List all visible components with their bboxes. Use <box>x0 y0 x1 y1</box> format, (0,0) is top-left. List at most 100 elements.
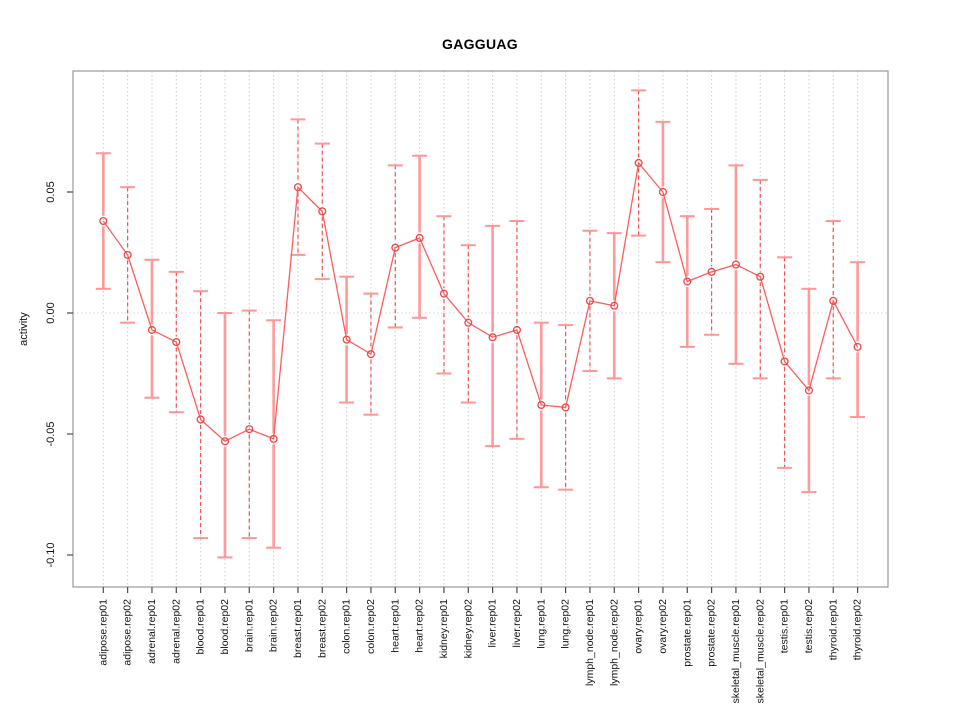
x-tick-label: skeletal_muscle.rep01 <box>730 599 742 704</box>
data-point-marker <box>537 400 546 410</box>
y-tick-label: 0.00 <box>45 302 57 323</box>
error-bar <box>777 256 793 469</box>
x-tick-label: liver.rep01 <box>487 599 499 648</box>
data-point-marker <box>464 318 473 327</box>
data-point-marker <box>172 337 181 347</box>
error-bar <box>193 290 209 540</box>
error-bar <box>533 321 549 489</box>
gridlines <box>73 71 888 587</box>
data-point-marker <box>245 425 254 434</box>
data-point-marker <box>512 325 521 334</box>
error-bar <box>412 154 428 319</box>
error-bar <box>363 292 379 416</box>
x-tick-label: thyroid.rep01 <box>827 599 839 660</box>
x-tick-label: thyroid.rep02 <box>852 599 864 660</box>
error-bars <box>95 89 866 559</box>
error-bar <box>704 207 720 336</box>
x-tick-label: kidney.rep01 <box>438 599 450 659</box>
x-tick-label: heart.rep02 <box>414 599 426 653</box>
chart-title: GAGGUAG <box>442 36 518 52</box>
error-bar <box>266 319 282 549</box>
x-tick-label: ovary.rep02 <box>657 599 669 654</box>
x-tick-label: adipose.rep01 <box>97 599 109 666</box>
data-point-marker <box>318 207 327 216</box>
data-point-marker <box>756 272 765 281</box>
data-point-marker <box>658 187 667 197</box>
x-tick-label: colon.rep02 <box>365 599 377 654</box>
data-point-marker <box>342 335 351 344</box>
x-tick-label: lymph_node.rep01 <box>584 599 596 686</box>
data-point-marker <box>99 216 108 226</box>
data-point-marker <box>196 415 205 424</box>
error-bar <box>144 258 160 399</box>
data-point-marker <box>220 437 230 446</box>
x-tick-label: testis.rep01 <box>779 599 791 653</box>
y-axis: 0.05 0.00 -0.05 -0.10 <box>45 181 73 568</box>
data-point-marker <box>147 325 157 334</box>
series-line <box>102 161 859 443</box>
y-tick-label: -0.05 <box>45 421 57 446</box>
y-axis-title: activity <box>18 312 30 346</box>
x-tick-label: liver.rep02 <box>511 599 523 648</box>
y-tick-label: -0.10 <box>45 542 57 567</box>
x-tick-label: blood.rep01 <box>195 599 207 655</box>
error-bar <box>436 215 452 375</box>
data-point-marker <box>366 350 376 359</box>
data-point-marker <box>391 243 400 252</box>
data-point-marker <box>707 267 716 276</box>
x-tick-label: ovary.rep01 <box>633 599 645 654</box>
data-point-marker <box>585 296 594 305</box>
x-tick-label: prostate.rep01 <box>681 599 693 667</box>
data-point-marker <box>853 342 862 351</box>
error-bar <box>850 261 866 419</box>
data-point-marker <box>683 277 692 286</box>
data-point-marker <box>731 260 740 269</box>
error-bar <box>387 164 403 329</box>
x-tick-label: brain.rep01 <box>243 599 255 652</box>
error-bar <box>120 186 136 324</box>
error-bar <box>485 224 501 448</box>
error-bar <box>241 309 257 540</box>
x-tick-label: kidney.rep02 <box>462 599 474 659</box>
x-tick-label: prostate.rep02 <box>706 599 718 667</box>
x-tick-label: adrenal.rep02 <box>170 599 182 664</box>
plot-border <box>72 70 889 588</box>
x-tick-label: breast.rep02 <box>316 599 328 658</box>
error-bar <box>655 120 671 264</box>
x-tick-label: skeletal_muscle.rep02 <box>754 599 766 704</box>
y-tick-label: 0.05 <box>45 181 57 202</box>
error-bar <box>752 178 768 380</box>
x-tick-label: adrenal.rep01 <box>146 599 158 664</box>
x-tick-label: breast.rep01 <box>292 599 304 658</box>
data-point-marker <box>269 434 278 443</box>
error-bar <box>825 220 841 380</box>
data-point-marker <box>561 403 570 412</box>
data-point-marker <box>634 158 643 168</box>
error-bar <box>339 275 355 404</box>
data-point-marker <box>610 301 619 310</box>
x-tick-label: brain.rep02 <box>268 599 280 652</box>
error-bar <box>168 270 184 414</box>
data-point-marker <box>488 333 497 342</box>
data-point-marker <box>415 233 424 243</box>
error-bar <box>679 215 695 348</box>
x-tick-label: lung.rep01 <box>535 599 547 649</box>
data-points <box>99 158 862 446</box>
data-point-marker <box>804 386 813 395</box>
error-bar <box>558 324 574 491</box>
error-bar <box>801 287 817 494</box>
error-bar <box>582 229 598 373</box>
error-bar <box>509 220 525 440</box>
error-bar <box>95 152 111 290</box>
x-tick-label: testis.rep02 <box>803 599 815 653</box>
x-tick-label: adipose.rep02 <box>122 599 134 666</box>
data-point-marker <box>439 289 448 298</box>
error-bar <box>290 118 306 256</box>
error-bar <box>460 244 476 404</box>
error-bar <box>606 232 622 380</box>
data-point-marker <box>780 357 789 366</box>
data-point-marker <box>123 250 132 259</box>
error-bar <box>728 164 744 365</box>
x-axis: adipose.rep01 adipose.rep02 adrenal.rep01 a… <box>97 587 864 704</box>
